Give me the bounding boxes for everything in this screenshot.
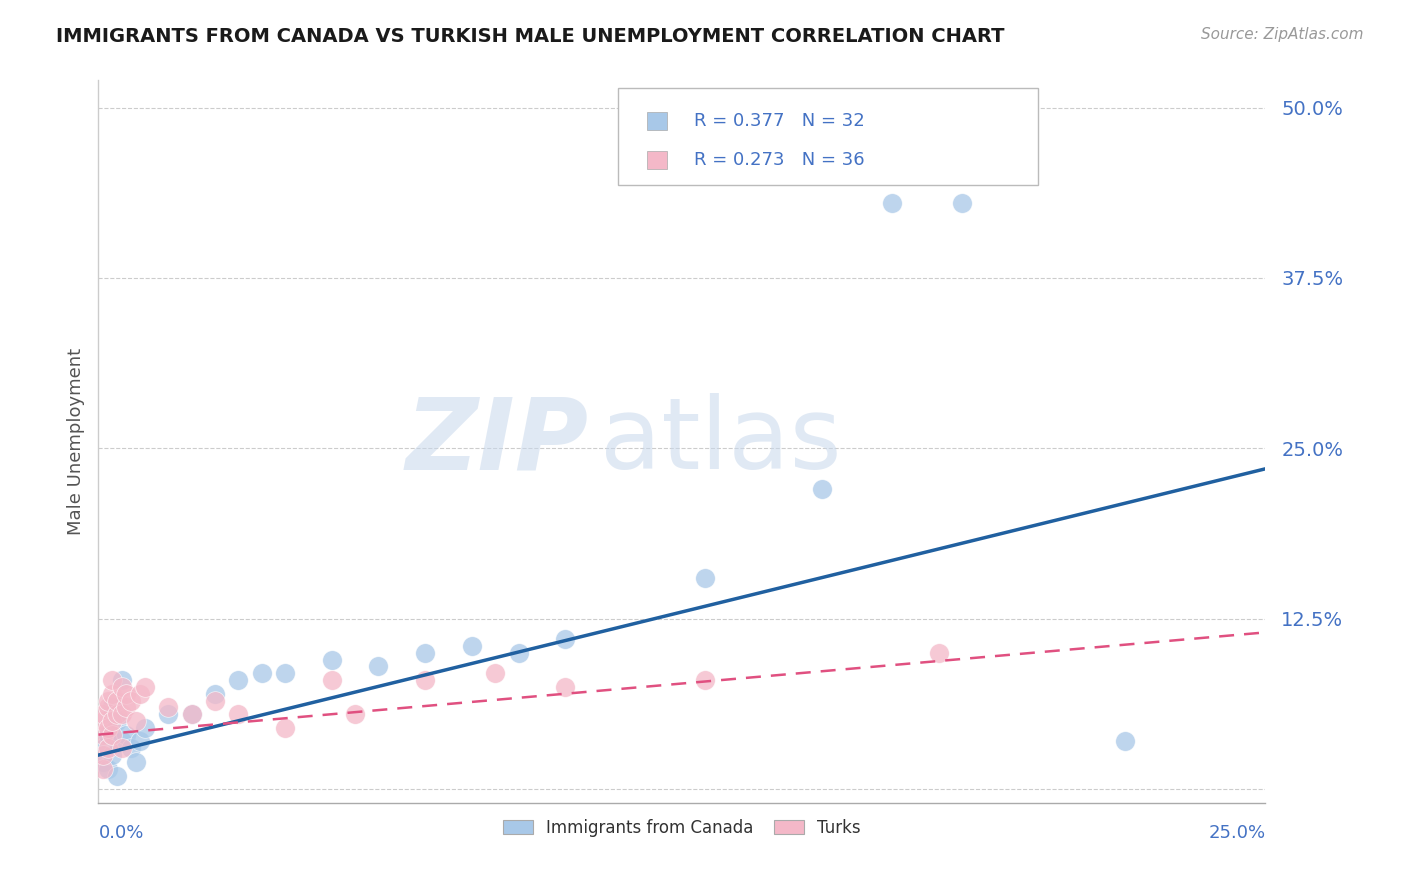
Point — [554, 680, 576, 694]
Point — [111, 673, 134, 687]
Point — [101, 748, 124, 763]
Point — [134, 721, 156, 735]
Point — [97, 728, 120, 742]
Text: R = 0.377   N = 32: R = 0.377 N = 32 — [693, 112, 865, 130]
Point — [228, 673, 250, 687]
Point — [129, 734, 152, 748]
Point — [484, 666, 506, 681]
Point — [97, 700, 120, 714]
Point — [115, 687, 138, 701]
Point — [461, 639, 484, 653]
Point — [97, 741, 120, 756]
Point — [129, 687, 152, 701]
Point — [115, 700, 138, 714]
Point — [134, 680, 156, 694]
Point — [811, 482, 834, 496]
Point — [91, 714, 114, 728]
Point — [111, 707, 134, 722]
Point — [120, 741, 142, 756]
Point — [91, 728, 114, 742]
Point — [115, 728, 138, 742]
Point — [91, 755, 114, 769]
Text: Source: ZipAtlas.com: Source: ZipAtlas.com — [1201, 27, 1364, 42]
Point — [180, 707, 202, 722]
Point — [274, 666, 297, 681]
Point — [413, 646, 436, 660]
Point — [105, 707, 128, 722]
Point — [157, 700, 180, 714]
Point — [105, 714, 128, 728]
Text: 25.0%: 25.0% — [1208, 824, 1265, 842]
Point — [321, 653, 343, 667]
Point — [91, 762, 114, 776]
Y-axis label: Male Unemployment: Male Unemployment — [66, 348, 84, 535]
Point — [91, 707, 114, 722]
Point — [204, 687, 226, 701]
Text: IMMIGRANTS FROM CANADA VS TURKISH MALE UNEMPLOYMENT CORRELATION CHART: IMMIGRANTS FROM CANADA VS TURKISH MALE U… — [56, 27, 1005, 45]
Text: ZIP: ZIP — [405, 393, 589, 490]
Point — [321, 673, 343, 687]
Point — [204, 693, 226, 707]
Point — [91, 748, 114, 763]
Point — [101, 687, 124, 701]
Point — [344, 707, 367, 722]
Point — [928, 646, 950, 660]
Point — [120, 693, 142, 707]
Point — [950, 196, 973, 211]
Point — [554, 632, 576, 647]
Point — [157, 707, 180, 722]
Point — [105, 768, 128, 782]
Point — [274, 721, 297, 735]
Text: atlas: atlas — [600, 393, 842, 490]
Point — [125, 755, 148, 769]
FancyBboxPatch shape — [647, 112, 668, 130]
Point — [228, 707, 250, 722]
Point — [105, 693, 128, 707]
Point — [880, 196, 903, 211]
Text: 0.0%: 0.0% — [98, 824, 143, 842]
Point — [111, 680, 134, 694]
FancyBboxPatch shape — [617, 87, 1038, 185]
Point — [111, 734, 134, 748]
Point — [180, 707, 202, 722]
Point — [101, 714, 124, 728]
Point — [695, 571, 717, 585]
Text: R = 0.273   N = 36: R = 0.273 N = 36 — [693, 151, 865, 169]
Point — [1114, 734, 1136, 748]
FancyBboxPatch shape — [647, 151, 668, 169]
Legend: Immigrants from Canada, Turks: Immigrants from Canada, Turks — [495, 810, 869, 845]
Point — [111, 741, 134, 756]
Point — [508, 646, 530, 660]
Point — [97, 721, 120, 735]
Point — [125, 714, 148, 728]
Point — [367, 659, 389, 673]
Point — [413, 673, 436, 687]
Point — [101, 700, 124, 714]
Point — [97, 693, 120, 707]
Point — [101, 728, 124, 742]
Point — [250, 666, 273, 681]
Point — [97, 762, 120, 776]
Point — [91, 741, 114, 756]
Point — [695, 673, 717, 687]
Point — [101, 673, 124, 687]
